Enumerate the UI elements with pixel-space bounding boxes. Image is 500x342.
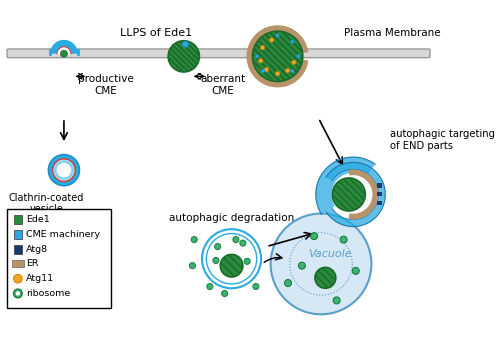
Circle shape xyxy=(191,237,198,243)
Circle shape xyxy=(207,284,213,290)
Text: autophagic degradation: autophagic degradation xyxy=(169,213,294,223)
Circle shape xyxy=(168,41,200,72)
Circle shape xyxy=(253,284,259,290)
FancyBboxPatch shape xyxy=(6,209,111,308)
Circle shape xyxy=(264,67,268,72)
Text: Plasma Membrane: Plasma Membrane xyxy=(344,28,440,38)
Circle shape xyxy=(332,178,366,211)
Bar xyxy=(14,245,22,253)
Circle shape xyxy=(352,267,359,274)
Text: Vacuole: Vacuole xyxy=(308,249,352,259)
Circle shape xyxy=(190,263,196,269)
Circle shape xyxy=(52,159,75,181)
Text: Atg8: Atg8 xyxy=(26,245,48,254)
Bar xyxy=(378,183,382,187)
Text: productive
CME: productive CME xyxy=(78,74,134,96)
Circle shape xyxy=(340,236,347,243)
Circle shape xyxy=(240,240,246,246)
Text: Atg11: Atg11 xyxy=(26,274,54,283)
Circle shape xyxy=(233,237,239,243)
Polygon shape xyxy=(350,170,378,219)
Circle shape xyxy=(202,229,261,288)
Text: Clathrin-coated
vesicle: Clathrin-coated vesicle xyxy=(9,193,84,214)
Circle shape xyxy=(213,258,219,263)
Bar xyxy=(14,215,22,224)
Text: ER: ER xyxy=(26,260,38,268)
Circle shape xyxy=(244,258,250,264)
Text: autophagic targeting
of END parts: autophagic targeting of END parts xyxy=(390,129,494,150)
Polygon shape xyxy=(316,157,375,214)
Text: LLPS of Ede1: LLPS of Ede1 xyxy=(120,28,192,38)
Circle shape xyxy=(292,60,296,64)
Circle shape xyxy=(298,262,306,269)
Circle shape xyxy=(48,155,80,186)
Polygon shape xyxy=(50,40,78,54)
Circle shape xyxy=(220,254,243,277)
Bar xyxy=(14,230,22,239)
Polygon shape xyxy=(247,26,308,87)
Circle shape xyxy=(255,55,258,58)
Polygon shape xyxy=(58,48,70,54)
Circle shape xyxy=(206,234,256,284)
Bar xyxy=(378,192,382,196)
Circle shape xyxy=(284,279,292,287)
Circle shape xyxy=(333,297,340,304)
Circle shape xyxy=(258,59,263,63)
Circle shape xyxy=(57,163,71,177)
Text: ribosome: ribosome xyxy=(26,289,70,298)
Text: aberrant
CME: aberrant CME xyxy=(200,74,246,96)
Circle shape xyxy=(16,291,20,295)
Circle shape xyxy=(222,290,228,297)
Circle shape xyxy=(270,213,372,314)
Circle shape xyxy=(296,55,300,58)
Circle shape xyxy=(315,267,336,288)
Circle shape xyxy=(276,34,280,37)
Text: END: END xyxy=(263,28,287,38)
Text: Ede1: Ede1 xyxy=(26,215,50,224)
Circle shape xyxy=(260,45,264,50)
Circle shape xyxy=(60,50,68,57)
Circle shape xyxy=(14,274,22,283)
FancyBboxPatch shape xyxy=(7,49,430,58)
Circle shape xyxy=(182,41,188,47)
Circle shape xyxy=(14,289,22,298)
Bar xyxy=(378,200,382,205)
Circle shape xyxy=(270,38,274,42)
Circle shape xyxy=(261,69,264,73)
Circle shape xyxy=(290,40,294,43)
Circle shape xyxy=(214,244,220,250)
Circle shape xyxy=(276,71,280,76)
Circle shape xyxy=(310,233,318,240)
Circle shape xyxy=(290,69,294,73)
Text: CME machinery: CME machinery xyxy=(26,230,100,239)
Circle shape xyxy=(252,31,303,81)
Polygon shape xyxy=(326,162,386,227)
Circle shape xyxy=(286,68,290,73)
Bar xyxy=(12,261,24,267)
